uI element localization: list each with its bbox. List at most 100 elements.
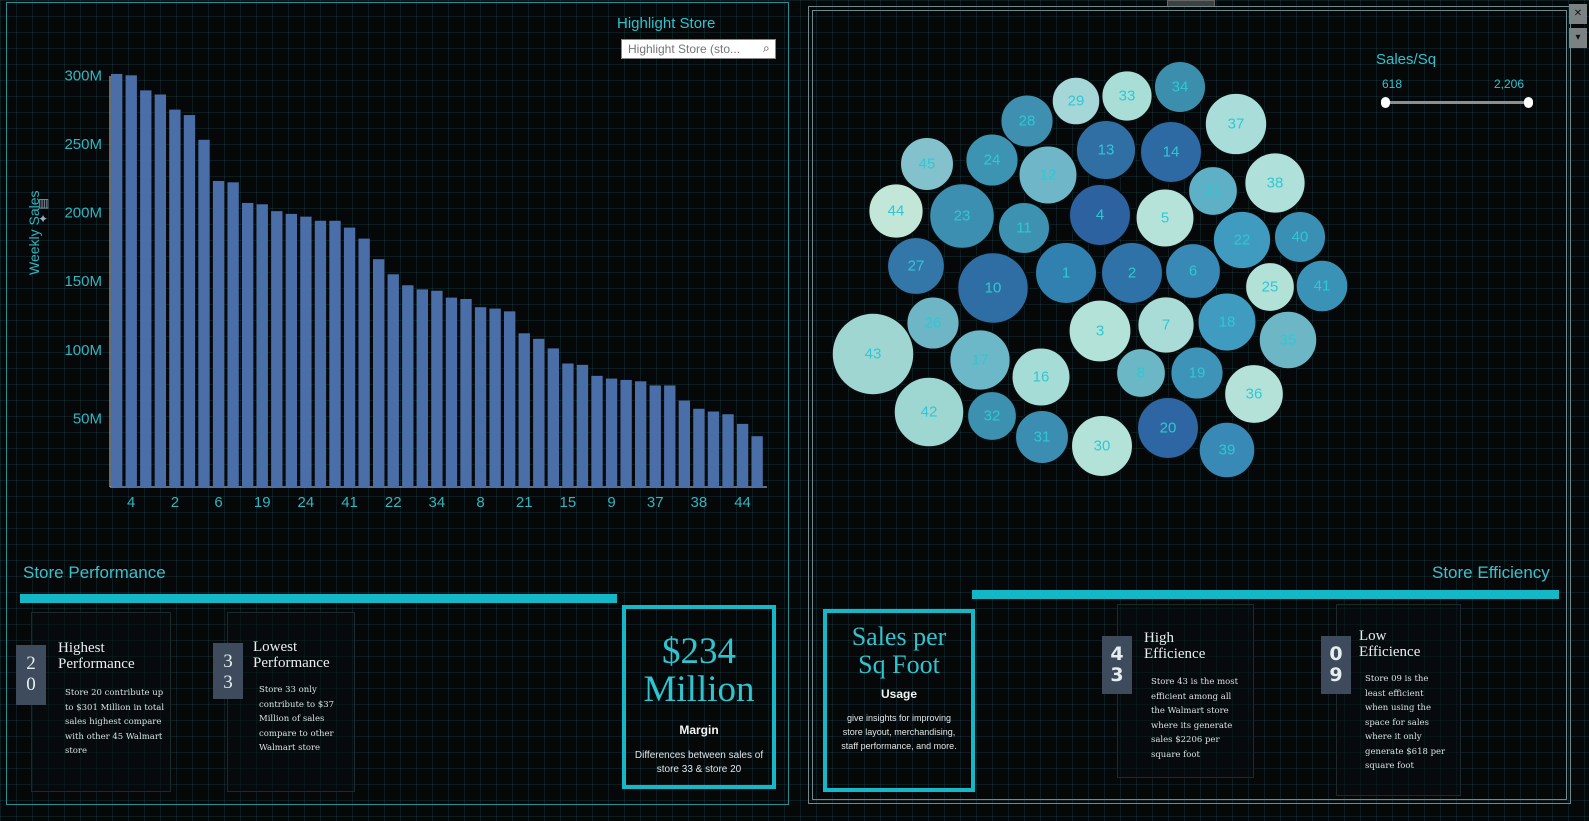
bar-store-23[interactable]	[285, 213, 298, 488]
sales-sq-slider-min-handle[interactable]	[1381, 97, 1390, 108]
sales-sq-slider-max-handle[interactable]	[1524, 97, 1533, 108]
bubble-store-16[interactable]	[1011, 347, 1071, 407]
bar-store-11[interactable]	[314, 220, 327, 487]
bar-store-36[interactable]	[707, 411, 720, 487]
bubble-store-19[interactable]	[1169, 345, 1225, 401]
bubble-store-13[interactable]	[1075, 119, 1137, 181]
pin-icon[interactable]: ✦	[38, 212, 49, 226]
bar-store-4[interactable]	[125, 75, 137, 487]
bubble-store-40[interactable]	[1273, 210, 1327, 264]
bar-store-38[interactable]	[693, 408, 705, 487]
bar-store-34[interactable]	[431, 290, 443, 487]
bar-store-15[interactable]	[562, 363, 574, 487]
bar-store-30[interactable]	[664, 385, 676, 487]
bubble-store-24[interactable]	[964, 132, 1020, 188]
bubble-store-26[interactable]	[905, 295, 961, 351]
bar-store-7[interactable]	[576, 364, 589, 487]
bar-store-19[interactable]	[256, 204, 268, 488]
bar-store-40[interactable]	[445, 297, 458, 487]
bubble-store-8[interactable]	[1115, 347, 1167, 399]
bar-store-16[interactable]	[635, 381, 647, 487]
bar-store-41[interactable]	[343, 227, 356, 487]
bar-store-33[interactable]	[751, 436, 763, 487]
bubble-store-3[interactable]	[1068, 299, 1132, 363]
bubble-store-11[interactable]	[997, 201, 1051, 255]
bubble-store-35[interactable]	[1258, 310, 1318, 370]
bar-store-3[interactable]	[678, 400, 691, 487]
bar-store-42[interactable]	[591, 375, 603, 487]
badge-digit: 9	[1329, 664, 1343, 686]
bar-store-21[interactable]	[518, 333, 530, 487]
bar-store-9[interactable]	[605, 378, 618, 487]
bar-store-5[interactable]	[722, 414, 734, 487]
right-panel-inner	[812, 10, 1567, 800]
bubble-store-7[interactable]	[1136, 295, 1196, 355]
bubble-store-12[interactable]	[1018, 145, 1078, 205]
bar-store-12[interactable]	[402, 285, 414, 487]
bar-store-35[interactable]	[460, 298, 472, 487]
bar-store-44[interactable]	[736, 423, 749, 487]
bubble-store-14[interactable]	[1139, 120, 1203, 184]
bar-store-26[interactable]	[416, 289, 429, 487]
bar-store-43[interactable]	[547, 348, 560, 487]
bar-chart-icon[interactable]: ▥	[38, 196, 50, 210]
bubble-store-29[interactable]	[1051, 76, 1101, 126]
bar-store-39[interactable]	[242, 202, 254, 487]
desc-line: Walmart store	[259, 743, 321, 753]
bubble-store-18[interactable]	[1197, 292, 1257, 352]
search-icon[interactable]: ⌕	[763, 41, 770, 55]
bubble-store-28[interactable]	[999, 93, 1055, 149]
bubble-store-31[interactable]	[1014, 409, 1070, 465]
bubble-store-34[interactable]	[1153, 60, 1207, 114]
bubble-store-32[interactable]	[966, 390, 1018, 442]
bar-store-28[interactable]	[329, 220, 341, 487]
bubble-store-39[interactable]	[1198, 421, 1256, 479]
bubble-store-45[interactable]	[899, 136, 955, 192]
bubble-store-6[interactable]	[1164, 242, 1222, 300]
bar-store-45[interactable]	[504, 311, 516, 487]
bar-store-32[interactable]	[358, 238, 370, 487]
bubble-store-23[interactable]	[928, 182, 996, 250]
bubble-store-33[interactable]	[1100, 69, 1154, 123]
bar-store-24[interactable]	[300, 216, 312, 488]
bar-store-17[interactable]	[489, 308, 501, 487]
bubble-store-20[interactable]	[1136, 396, 1200, 460]
bubble-store-1[interactable]	[1034, 241, 1098, 305]
bubble-store-21[interactable]	[1187, 165, 1239, 217]
close-icon[interactable]: ✕	[1569, 4, 1587, 24]
bar-store-29[interactable]	[620, 379, 632, 487]
bubble-store-36[interactable]	[1223, 363, 1285, 425]
bubble-store-4[interactable]	[1068, 183, 1132, 247]
bubble-store-42[interactable]	[893, 376, 965, 448]
bubble-store-25[interactable]	[1244, 261, 1296, 313]
bar-store-8[interactable]	[474, 307, 487, 487]
bar-store-22[interactable]	[387, 274, 399, 487]
bar-store-6[interactable]	[212, 180, 225, 487]
bar-store-14[interactable]	[140, 90, 152, 487]
bar-store-10[interactable]	[183, 115, 196, 488]
bar-store-13[interactable]	[154, 94, 167, 488]
bar-store-18[interactable]	[373, 259, 385, 487]
bar-store-27[interactable]	[198, 139, 210, 488]
bubble-store-41[interactable]	[1295, 259, 1349, 313]
bubble-store-43[interactable]	[831, 312, 915, 396]
bar-store-37[interactable]	[649, 385, 661, 487]
bar-store-1[interactable]	[227, 182, 239, 487]
bubble-store-2[interactable]	[1100, 241, 1164, 305]
bubble-store-17[interactable]	[948, 328, 1012, 392]
bubble-store-38[interactable]	[1243, 151, 1307, 215]
bubble-store-5[interactable]	[1135, 188, 1195, 248]
sales-sq-slider-track[interactable]	[1386, 101, 1528, 104]
bubble-store-44[interactable]	[867, 182, 925, 240]
bar-store-20[interactable]	[111, 73, 123, 487]
bubble-store-10[interactable]	[956, 251, 1030, 325]
bar-store-2[interactable]	[169, 109, 181, 487]
bar-store-31[interactable]	[271, 211, 283, 487]
highlight-store-input[interactable]	[621, 39, 776, 59]
bubble-store-37[interactable]	[1204, 92, 1268, 156]
chevron-down-icon[interactable]: ▾	[1569, 28, 1587, 48]
bubble-store-27[interactable]	[886, 236, 946, 296]
bubble-store-30[interactable]	[1070, 414, 1134, 478]
bar-store-25[interactable]	[533, 338, 545, 487]
bubble-store-22[interactable]	[1212, 210, 1272, 270]
